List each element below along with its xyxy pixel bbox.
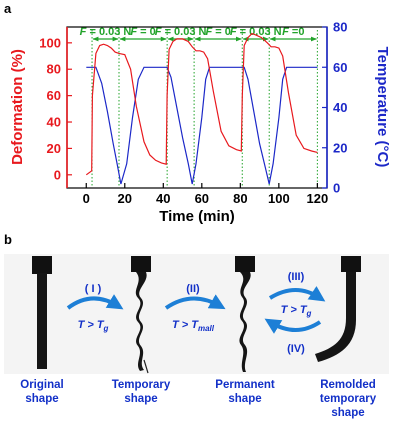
caption-remolded-2: temporary [320,393,377,405]
temporary-shape-sample [131,256,151,374]
caption-original-2: shape [25,393,58,405]
permanent-shape-sample [235,256,255,372]
strip-original [37,273,47,369]
caption-permanent-2: shape [228,393,261,405]
panel-b-label: b [4,232,12,247]
x-tick-label: 0 [83,191,90,206]
panel-a-label: a [4,1,12,16]
clamp-4 [341,256,361,272]
thread-temporary [143,359,149,374]
temperature-series-line [86,66,318,185]
x-tick-label: 80 [233,191,247,206]
stage-1-condition: T > Tg [78,319,109,333]
strip-remolded [315,272,356,362]
x-ticks: 0 20 40 60 80 100 120 [83,183,329,206]
x-axis-label: Time (min) [159,208,235,225]
caption-original-1: Original [20,379,63,391]
left-y-ticks: 0 20 40 60 80 100 [39,35,72,182]
caption-permanent-1: Permanent [215,379,275,391]
series-layer [85,32,318,185]
force-band-label: F = 0 [130,26,155,38]
clamp-2 [131,256,151,272]
original-shape-sample [32,256,52,369]
stage-2-condition: T > Tmall [172,319,215,333]
caption-remolded-1: Remolded [320,379,376,391]
x-tick-label: 20 [118,191,132,206]
stage-2-label: (II) [186,283,200,295]
force-band-label: F = 0.03 N [230,26,282,38]
caption-remolded-3: shape [331,407,364,419]
left-y-tick-label: 0 [54,167,61,182]
caption-temporary-1: Temporary [112,379,171,391]
x-tick-label: 120 [307,191,329,206]
left-y-tick-label: 80 [47,62,61,77]
stage-3-label: (III) [288,271,305,283]
panel-b-photos: ( I ) T > Tg (II) T > Tmall (III) T > Tg… [4,254,389,419]
force-band-label: F = 0.03 N [155,26,207,38]
left-y-axis-label: Deformation (%) [9,49,26,165]
force-band-label: F =0 [282,26,304,38]
clamp-3 [235,256,255,272]
right-y-axis-label: Temperature (°C) [374,47,391,168]
stage-3-condition: T > Tg [281,304,312,318]
arrow-stage-2 [164,294,226,310]
right-y-tick-label: 80 [333,20,347,35]
arrow-stage-3 [268,286,326,302]
remolded-shape-sample [315,256,361,362]
force-band-label: F = 0.03 N [80,26,132,38]
arrow-stage-1 [66,294,124,310]
x-tick-label: 40 [156,191,170,206]
left-y-tick-label: 40 [47,115,61,130]
right-y-ticks: 0 20 40 60 80 [322,20,347,196]
right-y-tick-label: 40 [333,100,347,115]
right-y-tick-label: 20 [333,140,347,155]
left-y-tick-label: 20 [47,141,61,156]
x-tick-label: 60 [195,191,209,206]
strip-temporary [135,272,147,371]
clamp-1 [32,256,52,274]
force-band-label: F = 0 [205,26,230,38]
stage-4-label: (IV) [287,343,305,355]
left-y-tick-label: 60 [47,88,61,103]
left-y-tick-label: 100 [39,35,61,50]
right-y-tick-label: 0 [333,181,340,196]
deformation-series-line [85,32,318,176]
x-tick-label: 100 [268,191,290,206]
stage-1-label: ( I ) [85,283,102,295]
strip-permanent [239,272,251,372]
caption-temporary-2: shape [124,393,157,405]
arrow-stage-4 [264,318,322,334]
right-y-tick-label: 60 [333,60,347,75]
